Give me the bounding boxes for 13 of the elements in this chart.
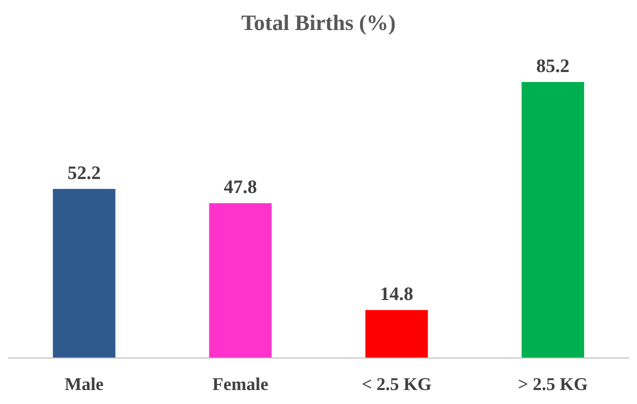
chart-title: Total Births (%) bbox=[241, 10, 396, 35]
data-label: 14.8 bbox=[380, 284, 414, 306]
bar bbox=[52, 188, 116, 358]
data-label: 47.8 bbox=[224, 177, 257, 198]
x-tick-label: < 2.5 KG bbox=[362, 374, 432, 394]
x-tick-label: Female bbox=[212, 374, 268, 394]
bar bbox=[522, 82, 584, 358]
bar bbox=[365, 310, 428, 358]
bar bbox=[209, 203, 272, 358]
x-tick-label: > 2.5 KG bbox=[518, 374, 588, 394]
data-label: 52.2 bbox=[68, 162, 101, 184]
x-tick-label: Male bbox=[64, 374, 104, 394]
data-label: 85.2 bbox=[536, 56, 570, 77]
